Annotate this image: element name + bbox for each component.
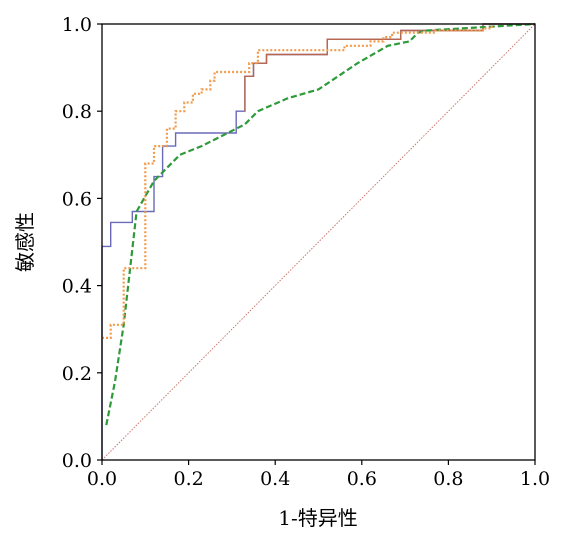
x-tick-label: 0.2 [173, 468, 203, 490]
axis-ticks [97, 23, 536, 465]
y-tick-label: 0.8 [62, 101, 92, 123]
x-tick-label: 0.4 [260, 468, 290, 490]
y-tick-label: 0.2 [62, 363, 92, 385]
roc-series-3-line [105, 22, 536, 426]
x-tick-labels: 0.0 0.2 0.4 0.6 0.8 1.0 [87, 468, 550, 490]
reference-diagonal-line [101, 23, 536, 461]
x-tick-label: 0.6 [347, 468, 377, 490]
roc-series-4-line [102, 24, 493, 339]
plot-lines [101, 22, 536, 461]
y-tick-label: 0.0 [62, 450, 92, 472]
y-tick-label: 1.0 [62, 14, 92, 36]
plot-frame [101, 23, 536, 461]
x-tick-label: 0.0 [87, 468, 117, 490]
y-tick-label: 0.4 [62, 276, 92, 298]
y-tick-label: 0.6 [62, 188, 92, 210]
x-axis-title: 1-特异性 [278, 506, 357, 530]
y-axis-title: 敏感性 [13, 212, 37, 272]
x-tick-label: 1.0 [520, 468, 550, 490]
y-tick-labels: 0.0 0.2 0.4 0.6 0.8 1.0 [62, 14, 92, 472]
x-tick-label: 0.8 [433, 468, 463, 490]
